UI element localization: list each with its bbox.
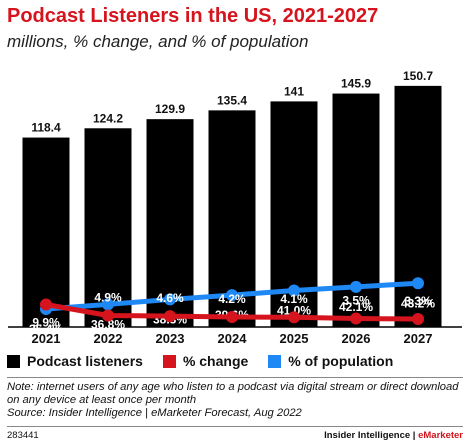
population-value-label: 36.8%	[91, 317, 125, 331]
change-point	[226, 311, 238, 324]
x-tick-label: 2026	[342, 331, 371, 346]
note-line: Note: internet users of any age who list…	[7, 381, 459, 393]
change-value-label: 3.5%	[342, 294, 370, 308]
population-value-label: 35.4%	[29, 322, 63, 336]
change-point	[164, 310, 176, 323]
population-value-label: 41.0%	[277, 304, 311, 318]
divider-bottom	[7, 426, 463, 427]
population-point	[412, 277, 424, 290]
bar-value-label: 141	[284, 84, 304, 98]
change-value-label: 9.9%	[32, 315, 60, 329]
legend-label-change: % change	[182, 353, 249, 369]
legend-swatch-listeners	[7, 354, 20, 368]
bar-value-label: 129.9	[155, 102, 185, 116]
bar-value-label: 135.4	[217, 93, 247, 107]
brand-separator: |	[410, 430, 419, 441]
bar-listeners	[394, 85, 442, 327]
change-value-label: 4.2%	[218, 292, 246, 306]
change-value-label: 4.1%	[280, 292, 308, 306]
chart-note: Note: internet users of any age who list…	[7, 381, 467, 420]
chart-subtitle: millions, % change, and % of population	[7, 32, 309, 51]
legend-item-change: % change	[162, 353, 249, 369]
bar-listeners	[84, 128, 132, 327]
note-line: on any device at least once per month	[7, 394, 197, 406]
population-point	[288, 284, 300, 297]
change-value-label: 4.6%	[156, 291, 184, 305]
x-tick-label: 2024	[218, 331, 248, 346]
legend-swatch-change	[162, 354, 176, 368]
population-point	[164, 293, 176, 306]
chart-legend: Podcast listeners % change % of populati…	[7, 353, 413, 369]
legend-item-population: % of population	[268, 353, 393, 369]
x-tick-label: 2025	[280, 331, 309, 346]
footer: 283441 Insider Intelligence | eMarketer	[7, 430, 463, 441]
population-point	[102, 298, 114, 311]
brand: Insider Intelligence | eMarketer	[324, 430, 463, 441]
change-value-label: 4.9%	[94, 290, 122, 304]
legend-label-population: % of population	[288, 353, 394, 369]
bar-value-label: 145.9	[341, 77, 371, 91]
brand-accent: eMarketer	[418, 430, 463, 441]
brand-main: Insider Intelligence	[324, 430, 411, 441]
legend-item-listeners: Podcast listeners	[7, 353, 143, 369]
combo-chart: 118.4 124.2 129.9 135.4 141 145.9 150.7 35.4% 36…	[8, 69, 462, 346]
x-tick-label: 2023	[156, 331, 185, 346]
legend-label-listeners: Podcast listeners	[27, 353, 143, 369]
divider-top	[7, 377, 463, 378]
x-tick-label: 2022	[94, 331, 123, 346]
change-point	[350, 312, 362, 325]
source-line: Source: Insider Intelligence | eMarketer…	[7, 407, 302, 419]
x-tick-label: 2027	[404, 331, 433, 346]
bar-value-label: 124.2	[93, 111, 123, 125]
chart-title: Podcast Listeners in the US, 2021-2027	[7, 5, 379, 27]
change-point	[412, 313, 424, 325]
bar-listeners	[146, 119, 194, 327]
change-point	[288, 311, 300, 324]
population-value-label: 43.2%	[401, 296, 435, 310]
chart-id: 283441	[7, 430, 39, 441]
legend-swatch-population	[268, 354, 282, 368]
change-value-label: 3.3%	[404, 294, 432, 308]
population-value-label: 42.1%	[339, 300, 373, 314]
x-tick-label: 2021	[32, 331, 61, 346]
population-point	[226, 289, 238, 302]
bar-value-label: 118.4	[31, 121, 61, 135]
population-point	[350, 280, 362, 293]
bar-value-label: 150.7	[403, 69, 433, 83]
bar-listeners	[22, 137, 70, 327]
change-point	[40, 298, 52, 311]
change-point	[102, 309, 114, 322]
